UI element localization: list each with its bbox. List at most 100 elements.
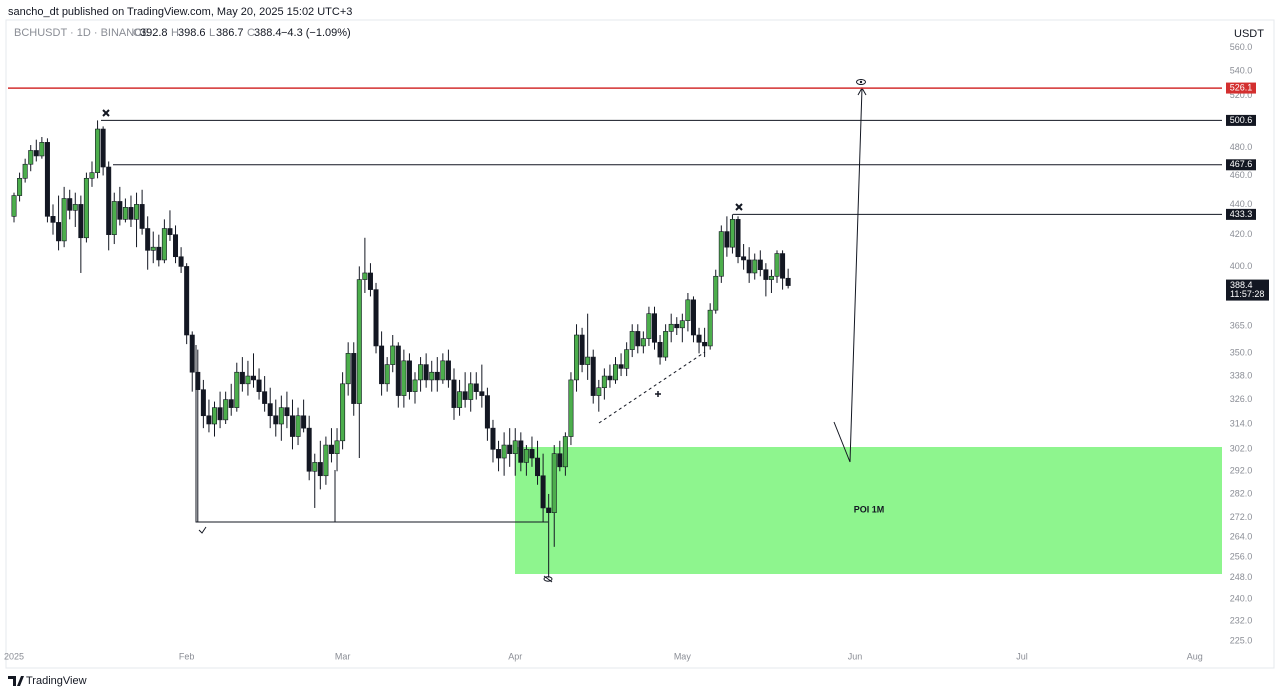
ohlc-value: 392.8 bbox=[140, 27, 168, 39]
x-tick-label: Feb bbox=[179, 651, 195, 661]
candle-body bbox=[217, 407, 223, 421]
candle-body bbox=[340, 383, 346, 442]
candle-body bbox=[629, 331, 635, 350]
candle-body bbox=[184, 266, 190, 336]
candle-body bbox=[657, 341, 663, 358]
candle-body bbox=[768, 275, 774, 280]
poi-label: POI 1M bbox=[854, 504, 885, 514]
candle-body bbox=[223, 399, 229, 421]
candle-body bbox=[117, 201, 123, 220]
candle-body bbox=[267, 403, 273, 417]
candle-body bbox=[451, 379, 457, 408]
candle-body bbox=[83, 177, 89, 239]
candle-body bbox=[679, 320, 685, 329]
candle-body bbox=[757, 259, 763, 270]
candle-body bbox=[328, 444, 334, 454]
candle-body bbox=[596, 387, 602, 396]
candle-body bbox=[780, 253, 786, 279]
candle-body bbox=[523, 449, 529, 463]
candle-body bbox=[646, 313, 652, 339]
brand: TradingView bbox=[26, 675, 87, 687]
candle-body bbox=[56, 222, 62, 242]
y-tick-label: 520.0 bbox=[1230, 90, 1253, 100]
ohlc-value: 398.6 bbox=[178, 27, 206, 39]
x-tick-label: 2025 bbox=[4, 651, 24, 661]
candle-body bbox=[702, 341, 708, 347]
candle-body bbox=[551, 453, 557, 513]
candle-body bbox=[640, 338, 646, 347]
candle-body bbox=[262, 391, 268, 404]
candle-body bbox=[351, 353, 357, 404]
y-tick-label: 338.0 bbox=[1230, 370, 1253, 380]
candle-body bbox=[356, 279, 362, 404]
candle-body bbox=[724, 231, 730, 248]
x-tick-label: Jun bbox=[848, 651, 863, 661]
countdown: 11:57:28 bbox=[1230, 289, 1264, 299]
candle-body bbox=[156, 246, 162, 261]
candle-body bbox=[713, 275, 719, 311]
candle-body bbox=[178, 256, 184, 267]
candle-body bbox=[22, 163, 28, 179]
y-tick-label: 225.0 bbox=[1230, 635, 1253, 645]
candle-body bbox=[507, 444, 513, 454]
poi-zone bbox=[515, 447, 1222, 574]
candle-body bbox=[462, 391, 468, 400]
candle-body bbox=[134, 204, 140, 220]
candle-body bbox=[512, 440, 518, 454]
y-tick-label: 350.0 bbox=[1230, 348, 1253, 358]
candle-body bbox=[607, 375, 613, 381]
candle-body bbox=[540, 475, 546, 509]
candle-body bbox=[189, 334, 195, 373]
candle-body bbox=[457, 391, 463, 408]
candle-body bbox=[568, 379, 574, 437]
candle-body bbox=[301, 415, 307, 429]
candle-body bbox=[379, 345, 385, 385]
candle-body bbox=[434, 371, 440, 381]
trend-line bbox=[598, 351, 706, 424]
y-tick-label: 400.0 bbox=[1230, 261, 1253, 271]
level-label-box bbox=[1226, 114, 1256, 126]
brand-logo bbox=[8, 676, 24, 686]
candle-body bbox=[496, 449, 502, 459]
y-tick-label: 460.0 bbox=[1230, 170, 1253, 180]
level-label: 433.3 bbox=[1230, 209, 1253, 219]
candle-body bbox=[61, 198, 67, 242]
candle-body bbox=[501, 444, 507, 459]
y-tick-label: 282.0 bbox=[1230, 488, 1253, 498]
candle-body bbox=[122, 207, 128, 220]
candle-body bbox=[741, 256, 747, 261]
ohlc-letter: C bbox=[247, 27, 255, 39]
candle-body bbox=[590, 356, 596, 396]
candle-body bbox=[334, 440, 340, 454]
candle-body bbox=[529, 449, 535, 459]
eye-marker bbox=[856, 79, 866, 85]
candle-body bbox=[50, 216, 56, 223]
currency-button[interactable]: USDT bbox=[1234, 28, 1264, 40]
candle-body bbox=[72, 204, 78, 211]
candle-body bbox=[161, 228, 167, 261]
candle-body bbox=[17, 177, 23, 196]
candle-body bbox=[696, 334, 702, 343]
candle-body bbox=[412, 379, 418, 392]
candle-body bbox=[289, 415, 295, 437]
candle-body bbox=[445, 360, 451, 381]
candle-body bbox=[490, 427, 496, 450]
candle-body bbox=[323, 444, 329, 477]
level-label-box bbox=[1226, 159, 1256, 171]
candle-body bbox=[250, 375, 256, 381]
symbol: BCHUSDT · 1D · BINANCE bbox=[14, 27, 149, 39]
y-tick-label: 264.0 bbox=[1230, 531, 1253, 541]
candle-body bbox=[106, 166, 112, 235]
candle-body bbox=[373, 289, 379, 347]
y-tick-label: 240.0 bbox=[1230, 593, 1253, 603]
projection-arrow bbox=[833, 86, 867, 463]
candle-body bbox=[685, 299, 691, 322]
candle-body bbox=[774, 253, 780, 277]
candle-body bbox=[752, 259, 758, 274]
candle-body bbox=[206, 415, 212, 425]
y-tick-label: 480.0 bbox=[1230, 142, 1253, 152]
candle-body bbox=[579, 334, 585, 365]
candle-body bbox=[284, 407, 290, 417]
x-tick-label: Mar bbox=[335, 651, 351, 661]
candle-body bbox=[624, 349, 630, 369]
